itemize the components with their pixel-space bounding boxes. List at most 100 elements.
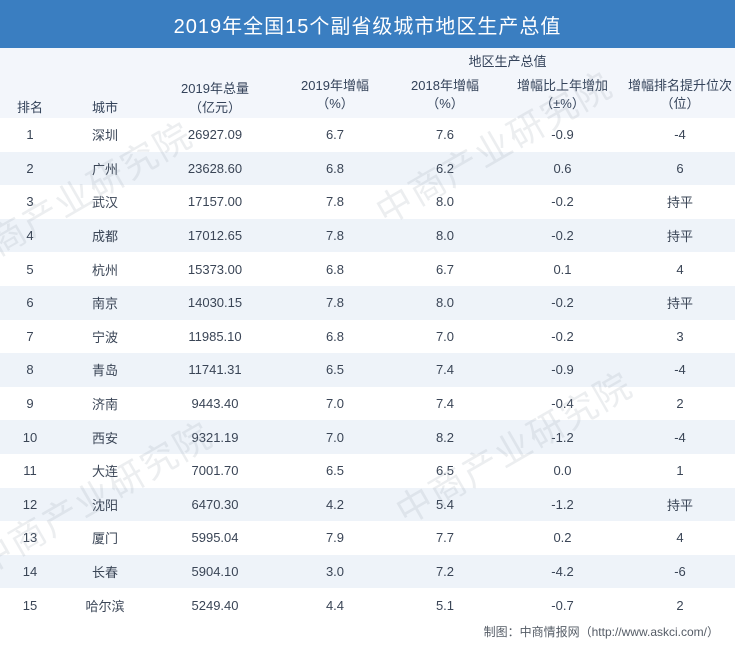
cell-rankchg: -4 (625, 118, 735, 152)
cell-city: 广州 (60, 152, 150, 186)
cell-rank: 13 (0, 521, 60, 555)
cell-g2019: 4.4 (280, 588, 390, 622)
cell-total: 9321.19 (150, 420, 280, 454)
cell-g2018: 7.4 (390, 387, 500, 421)
col-header-rank: 排名 (0, 48, 60, 118)
cell-total: 5995.04 (150, 521, 280, 555)
cell-delta: -1.2 (500, 488, 625, 522)
table-row: 1深圳26927.096.77.6-0.9-4 (0, 118, 735, 152)
cell-total: 6470.30 (150, 488, 280, 522)
cell-g2019: 7.9 (280, 521, 390, 555)
table-row: 3武汉17157.007.88.0-0.2持平 (0, 185, 735, 219)
cell-city: 沈阳 (60, 488, 150, 522)
table-row: 6南京14030.157.88.0-0.2持平 (0, 286, 735, 320)
cell-city: 济南 (60, 387, 150, 421)
cell-g2018: 6.2 (390, 152, 500, 186)
cell-delta: 0.0 (500, 454, 625, 488)
cell-city: 武汉 (60, 185, 150, 219)
cell-g2018: 6.5 (390, 454, 500, 488)
cell-city: 成都 (60, 219, 150, 253)
table-row: 14长春5904.103.07.2-4.2-6 (0, 555, 735, 589)
table-row: 9济南9443.407.07.4-0.42 (0, 387, 735, 421)
col-header-total: 2019年总量（亿元） (150, 48, 280, 118)
col-header-g2019: 2019年增幅（%） (280, 72, 390, 118)
footer-credit: 制图：中商情报网（http://www.askci.com/） (484, 623, 719, 640)
col-header-city: 城市 (60, 48, 150, 118)
cell-total: 5249.40 (150, 588, 280, 622)
cell-rank: 8 (0, 353, 60, 387)
col-header-rankchg: 增幅排名提升位次（位） (625, 72, 735, 118)
cell-rankchg: 2 (625, 387, 735, 421)
table-row: 13厦门5995.047.97.70.24 (0, 521, 735, 555)
cell-rank: 6 (0, 286, 60, 320)
cell-delta: -0.2 (500, 219, 625, 253)
cell-rankchg: -4 (625, 353, 735, 387)
table-body: 1深圳26927.096.77.6-0.9-42广州23628.606.86.2… (0, 118, 735, 622)
cell-total: 5904.10 (150, 555, 280, 589)
cell-delta: 0.1 (500, 252, 625, 286)
table-row: 2广州23628.606.86.20.66 (0, 152, 735, 186)
cell-total: 14030.15 (150, 286, 280, 320)
cell-g2018: 7.2 (390, 555, 500, 589)
cell-city: 哈尔滨 (60, 588, 150, 622)
cell-delta: -0.7 (500, 588, 625, 622)
gdp-table-container: 排名城市2019年总量（亿元）地区生产总值2019年增幅（%）2018年增幅（%… (0, 48, 735, 622)
cell-total: 23628.60 (150, 152, 280, 186)
cell-g2019: 3.0 (280, 555, 390, 589)
cell-city: 宁波 (60, 320, 150, 354)
cell-total: 11741.31 (150, 353, 280, 387)
table-row: 7宁波11985.106.87.0-0.23 (0, 320, 735, 354)
cell-city: 杭州 (60, 252, 150, 286)
cell-g2018: 6.7 (390, 252, 500, 286)
cell-delta: -4.2 (500, 555, 625, 589)
cell-rank: 1 (0, 118, 60, 152)
col-group-header: 地区生产总值 (280, 48, 735, 72)
cell-g2018: 5.4 (390, 488, 500, 522)
cell-g2019: 7.8 (280, 286, 390, 320)
table-row: 15哈尔滨5249.404.45.1-0.72 (0, 588, 735, 622)
cell-g2018: 8.0 (390, 219, 500, 253)
cell-rank: 4 (0, 219, 60, 253)
cell-delta: -0.2 (500, 185, 625, 219)
cell-rankchg: 4 (625, 252, 735, 286)
cell-total: 9443.40 (150, 387, 280, 421)
cell-rank: 12 (0, 488, 60, 522)
cell-g2019: 6.8 (280, 152, 390, 186)
cell-g2019: 6.5 (280, 353, 390, 387)
cell-rankchg: 6 (625, 152, 735, 186)
cell-rankchg: 1 (625, 454, 735, 488)
cell-city: 长春 (60, 555, 150, 589)
cell-rank: 3 (0, 185, 60, 219)
cell-rankchg: 3 (625, 320, 735, 354)
cell-rank: 5 (0, 252, 60, 286)
cell-delta: 0.2 (500, 521, 625, 555)
table-header: 排名城市2019年总量（亿元）地区生产总值2019年增幅（%）2018年增幅（%… (0, 48, 735, 118)
cell-g2019: 7.0 (280, 420, 390, 454)
col-header-g2018: 2018年增幅（%） (390, 72, 500, 118)
cell-g2018: 7.0 (390, 320, 500, 354)
col-header-delta: 增幅比上年增加（±%） (500, 72, 625, 118)
cell-rankchg: -4 (625, 420, 735, 454)
cell-g2018: 8.2 (390, 420, 500, 454)
cell-g2018: 7.7 (390, 521, 500, 555)
table-row: 11大连7001.706.56.50.01 (0, 454, 735, 488)
cell-total: 26927.09 (150, 118, 280, 152)
cell-total: 17012.65 (150, 219, 280, 253)
cell-rank: 15 (0, 588, 60, 622)
cell-rankchg: 4 (625, 521, 735, 555)
table-row: 8青岛11741.316.57.4-0.9-4 (0, 353, 735, 387)
cell-g2019: 7.8 (280, 219, 390, 253)
cell-g2019: 7.0 (280, 387, 390, 421)
table-row: 4成都17012.657.88.0-0.2持平 (0, 219, 735, 253)
gdp-table: 排名城市2019年总量（亿元）地区生产总值2019年增幅（%）2018年增幅（%… (0, 48, 735, 622)
cell-total: 15373.00 (150, 252, 280, 286)
cell-rank: 2 (0, 152, 60, 186)
cell-delta: 0.6 (500, 152, 625, 186)
cell-city: 南京 (60, 286, 150, 320)
cell-delta: -0.2 (500, 320, 625, 354)
footer-text: 制图：中商情报网（http://www.askci.com/） (484, 625, 719, 639)
cell-total: 11985.10 (150, 320, 280, 354)
cell-delta: -0.4 (500, 387, 625, 421)
cell-rank: 14 (0, 555, 60, 589)
cell-g2018: 8.0 (390, 286, 500, 320)
